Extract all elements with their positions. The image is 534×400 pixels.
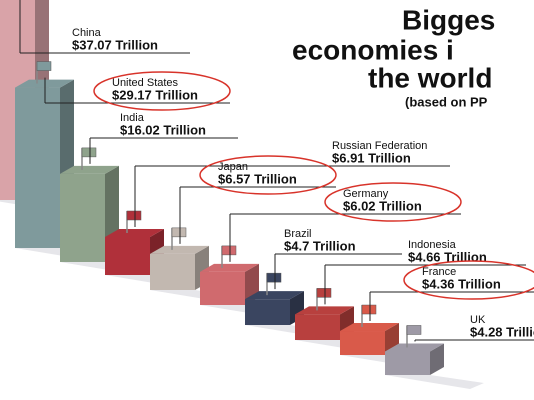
value-label: $37.07 Trillion	[72, 37, 158, 52]
bar	[15, 87, 60, 248]
category-label: Indonesia	[408, 239, 457, 251]
title-line: Bigges	[402, 4, 495, 35]
title-line: the world	[368, 62, 492, 93]
highlight-circle	[199, 155, 337, 195]
bar-top	[385, 343, 444, 352]
flag	[266, 272, 282, 283]
highlight-circle	[93, 71, 231, 111]
bar	[295, 314, 340, 340]
value-label: $6.57 Trillion	[218, 171, 297, 186]
bar	[150, 253, 195, 290]
value-label: $6.91 Trillion	[332, 150, 411, 165]
flag	[221, 245, 237, 256]
category-label: Brazil	[284, 228, 312, 240]
bar-top	[60, 165, 119, 174]
value-label: $16.02 Trillion	[120, 122, 206, 137]
flag	[126, 210, 142, 221]
bar	[385, 351, 430, 375]
bar	[200, 271, 245, 305]
flag	[406, 325, 422, 335]
category-label: India	[120, 112, 145, 124]
flag	[171, 227, 187, 238]
value-label: $4.28 Trillion	[470, 324, 534, 339]
category-label: Germany	[343, 188, 389, 200]
value-label: $4.36 Trillion	[422, 276, 501, 291]
bar-top	[245, 291, 304, 300]
category-label: United States	[112, 77, 179, 89]
value-label: $6.02 Trillion	[343, 198, 422, 213]
bar-shadow	[385, 375, 484, 389]
bar-top	[295, 306, 354, 315]
title-line: economies i	[292, 34, 454, 65]
bar	[60, 173, 105, 262]
category-label: Russian Federation	[332, 140, 427, 152]
bar-top	[150, 245, 209, 254]
flag	[36, 61, 52, 71]
flag	[81, 147, 97, 158]
category-label: China	[72, 27, 102, 39]
bar-top	[200, 263, 259, 272]
value-label: $29.17 Trillion	[112, 87, 198, 102]
highlight-circle	[324, 182, 462, 222]
bar-side	[430, 343, 444, 375]
bar-top	[340, 323, 399, 332]
bar	[340, 331, 385, 355]
bar-top	[105, 228, 164, 237]
category-label: UK	[470, 314, 486, 326]
category-label: France	[422, 266, 456, 278]
value-label: $4.7 Trillion	[284, 238, 356, 253]
subtitle: (based on PP	[405, 94, 488, 109]
bar	[105, 236, 150, 275]
flag	[361, 304, 377, 315]
category-label: Japan	[218, 161, 248, 173]
bar	[245, 299, 290, 325]
flag	[316, 288, 332, 298]
highlight-circle	[403, 260, 534, 300]
